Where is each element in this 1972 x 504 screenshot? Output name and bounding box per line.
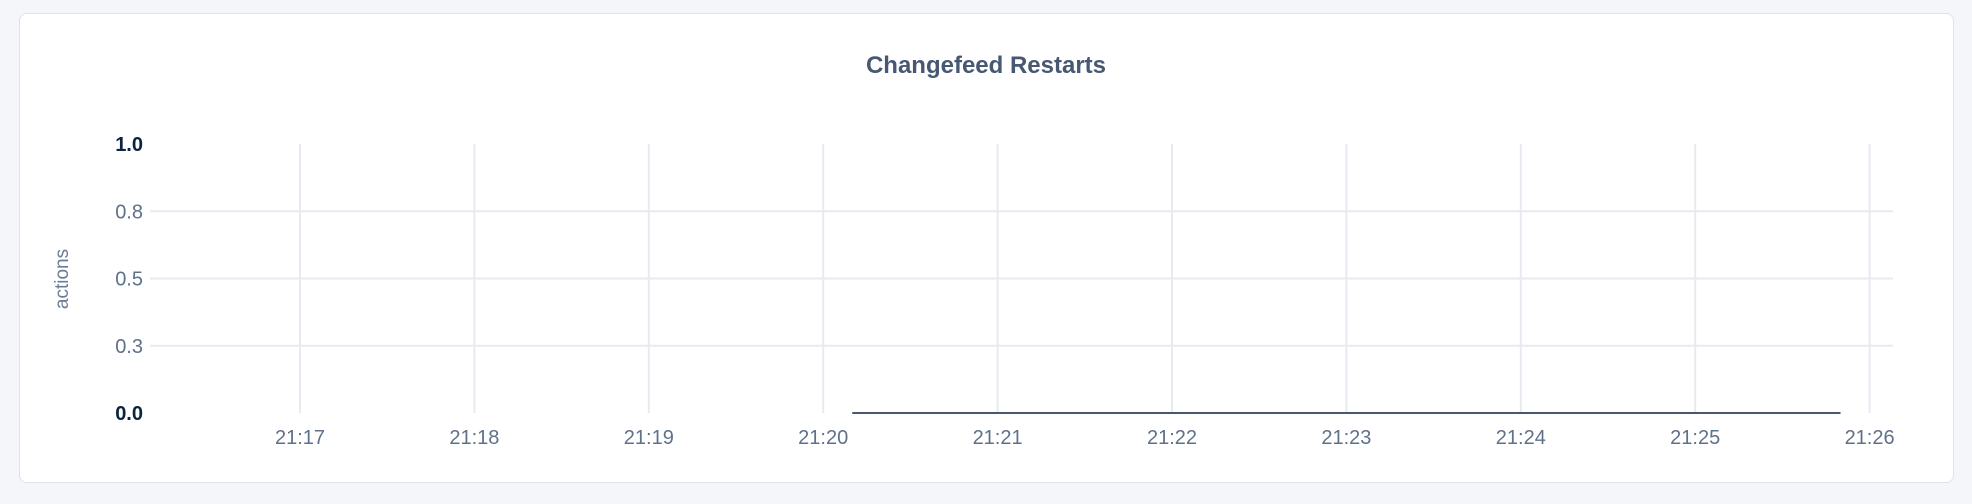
y-tick-label: 0.8	[115, 201, 143, 223]
x-tick-label: 21:19	[624, 427, 674, 449]
y-tick-label: 1.0	[115, 134, 143, 156]
x-tick-label: 21:26	[1845, 427, 1895, 449]
y-axis-label: actions	[52, 249, 73, 309]
x-tick-label: 21:17	[275, 427, 325, 449]
x-tick-label: 21:18	[449, 427, 499, 449]
chart-card	[19, 13, 1954, 483]
x-tick-label: 21:24	[1496, 427, 1546, 449]
y-tick-label: 0.3	[115, 336, 143, 358]
x-tick-label: 21:21	[973, 427, 1023, 449]
chart-title: Changefeed Restarts	[866, 52, 1106, 79]
x-tick-label: 21:22	[1147, 427, 1197, 449]
x-tick-label: 21:23	[1321, 427, 1371, 449]
x-tick-label: 21:25	[1670, 427, 1720, 449]
x-tick-label: 21:20	[798, 427, 848, 449]
y-tick-label: 0.5	[115, 269, 143, 291]
y-tick-label: 0.0	[115, 403, 143, 425]
